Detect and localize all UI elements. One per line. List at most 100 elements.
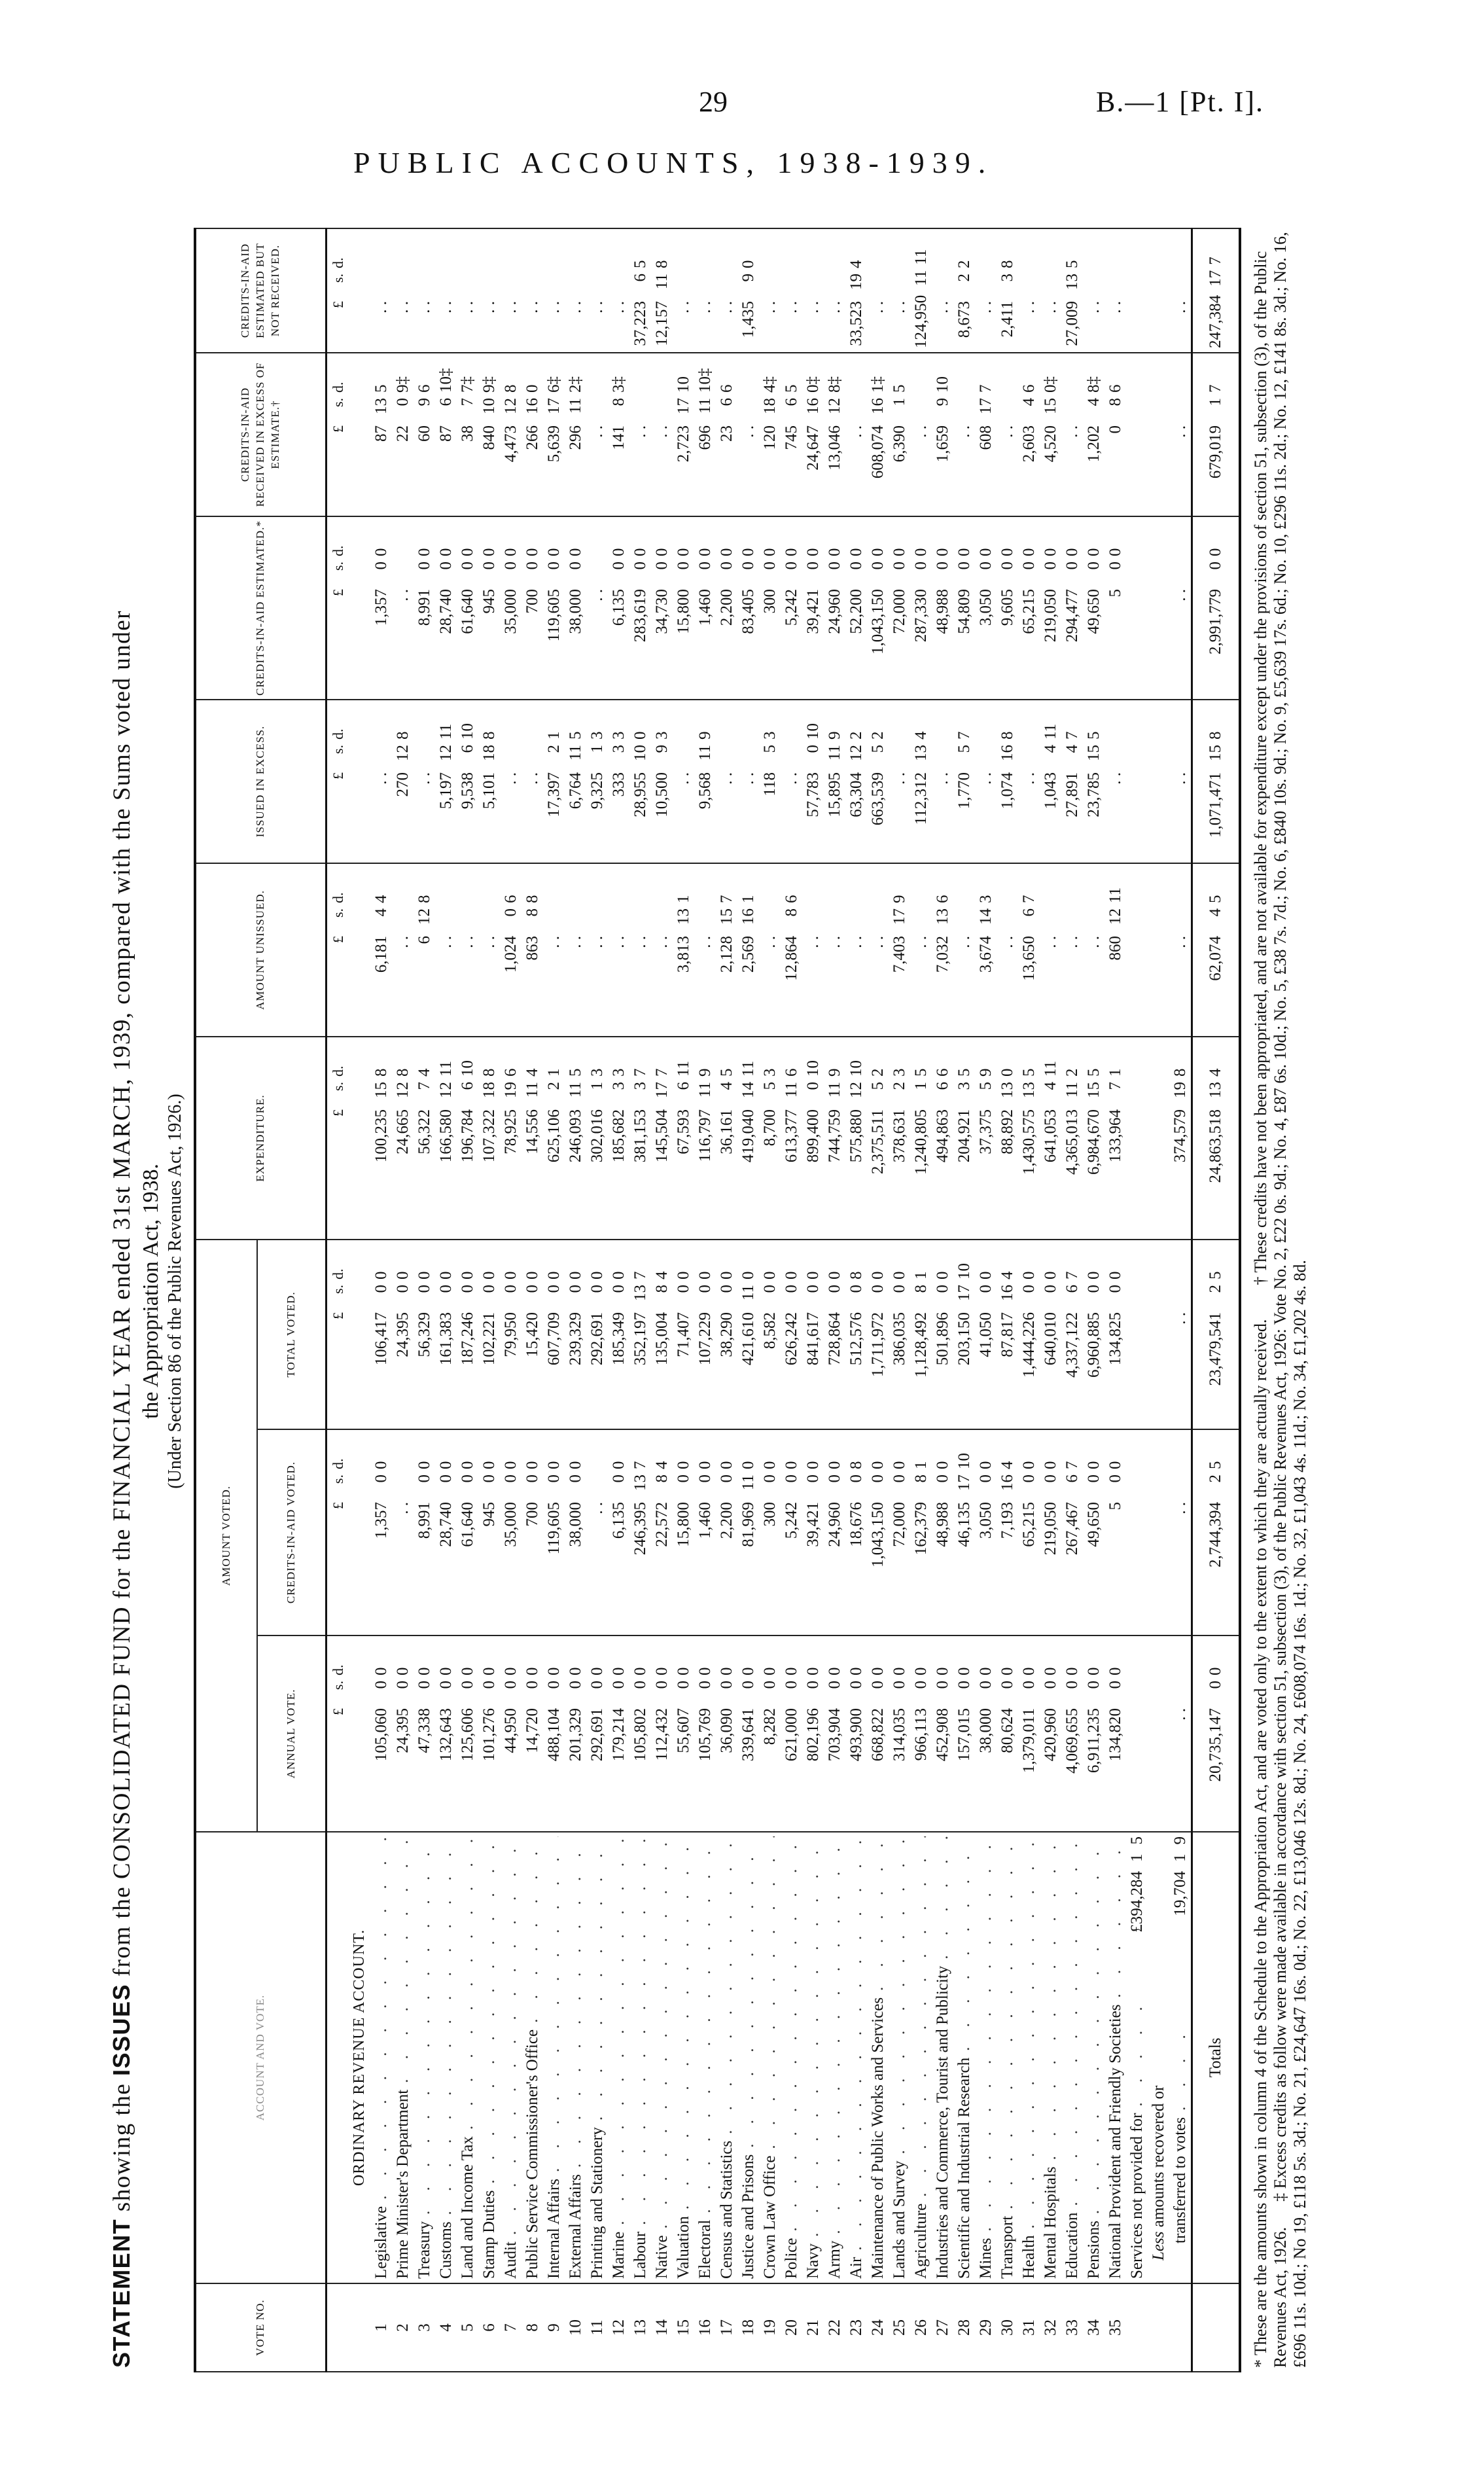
pounds: 81,969 bbox=[739, 1502, 757, 1547]
pounds: 5,242 bbox=[782, 588, 800, 626]
pence: 0 bbox=[415, 1667, 433, 1676]
annual-cell: 55,607 0 0 bbox=[672, 1635, 694, 1832]
pence: 9 bbox=[825, 731, 843, 740]
pounds: 626,242 bbox=[782, 1312, 800, 1366]
shillings: 10 bbox=[480, 397, 498, 414]
amount bbox=[997, 868, 1018, 1032]
amount: 4,520 15 0‡ bbox=[1040, 357, 1061, 512]
shillings bbox=[1104, 274, 1126, 301]
shillings: 0 bbox=[890, 561, 908, 570]
pence bbox=[1018, 704, 1040, 745]
recv-cell: 141 8 3‡ bbox=[607, 352, 629, 516]
amount bbox=[414, 233, 435, 348]
annual-cell: 966,113 0 0 bbox=[910, 1635, 932, 1832]
total-voted-cell: 2,744,394 2 5 bbox=[1192, 1429, 1240, 1635]
pounds: 966,113 bbox=[911, 1708, 930, 1761]
table-row: 21 Navy . . . . . . . . . . . . . . . . .… bbox=[802, 228, 824, 2372]
amount: 36,090 0 0 bbox=[716, 1640, 737, 1827]
empty-dots bbox=[673, 301, 694, 348]
amount: 9,325 1 3 bbox=[586, 704, 608, 859]
pence: 8 bbox=[415, 895, 433, 903]
amount bbox=[392, 1434, 414, 1631]
pence: 9‡ bbox=[393, 376, 412, 393]
account-label: Native bbox=[652, 2235, 671, 2279]
voted-cell: 162,379 8 1 bbox=[910, 1429, 932, 1635]
pounds: 700 bbox=[523, 1502, 541, 1527]
empty-dots bbox=[586, 425, 608, 512]
account-name: Industries and Commerce, Tourist and Pub… bbox=[932, 1836, 953, 2279]
amount: 2,128 15 7 bbox=[716, 868, 737, 1032]
page-title: PUBLIC ACCOUNTS, 1938-1939. bbox=[353, 146, 994, 179]
annual-cell: 38,000 0 0 bbox=[974, 1635, 997, 1832]
amount: 87,817 16 4 bbox=[997, 1244, 1018, 1425]
total-cell: 6,960,885 0 0 bbox=[1082, 1239, 1104, 1429]
amount: 28,740 0 0 bbox=[435, 1434, 457, 1631]
excess-cell bbox=[715, 699, 737, 863]
total-cell: 501,896 0 0 bbox=[931, 1239, 953, 1429]
account-name: Public Service Commissioner's Office . .… bbox=[521, 1836, 543, 2279]
shillings bbox=[997, 908, 1018, 936]
shillings: 0 bbox=[933, 561, 951, 570]
pence-sign: d. bbox=[329, 728, 346, 740]
pence: 5 bbox=[717, 1068, 735, 1077]
shillings: 0 bbox=[436, 1474, 455, 1483]
pence: 0 bbox=[782, 1461, 800, 1470]
vote-number: 32 bbox=[1039, 2283, 1061, 2372]
pounds: 36,090 bbox=[717, 1708, 735, 1753]
account-label: Stamp Duties bbox=[480, 2190, 498, 2279]
pounds: 2,723 bbox=[674, 425, 692, 463]
empty-dots bbox=[1061, 425, 1083, 512]
dot-leader: . . . . . . . . . . . . . . . . . . . . … bbox=[867, 1836, 889, 1997]
dot-leader: . . . . . . . . . . . . . . . . . . . . … bbox=[586, 1836, 608, 2127]
pence: 2‡ bbox=[566, 376, 584, 393]
pounds: 488,104 bbox=[544, 1708, 563, 1762]
recv-cell: 840 10 9‡ bbox=[478, 352, 500, 516]
vote-number: 4 bbox=[434, 2283, 457, 2372]
pence: 0 bbox=[696, 548, 714, 556]
shillings bbox=[845, 398, 867, 425]
pounds: 246,093 bbox=[566, 1109, 584, 1163]
recv-cell: 2,603 4 6 bbox=[1017, 352, 1040, 516]
amount: 621,000 0 0 bbox=[781, 1640, 802, 1827]
pounds: 23 bbox=[717, 425, 735, 442]
less-label: amounts recovered or bbox=[1149, 2085, 1167, 2228]
pence: 11 bbox=[436, 723, 455, 740]
pounds: 6,390 bbox=[890, 425, 908, 463]
shillings: 17 bbox=[955, 1284, 973, 1301]
pounds: 18,676 bbox=[847, 1502, 865, 1547]
shillings: 18 bbox=[760, 397, 779, 414]
amount: 157,015 0 0 bbox=[953, 1640, 975, 1827]
excess-cell bbox=[370, 699, 392, 863]
pence bbox=[651, 357, 673, 398]
est-cell: 2,200 0 0 bbox=[715, 516, 737, 700]
shillings: 0 bbox=[760, 1474, 779, 1483]
notrecv-cell bbox=[607, 228, 629, 353]
notrecv-cell bbox=[456, 228, 478, 353]
amount: 1,128,492 8 1 bbox=[910, 1244, 932, 1425]
amount: 187,246 0 0 bbox=[457, 1244, 478, 1425]
amount: 700 0 0 bbox=[521, 521, 543, 695]
unissued-cell bbox=[1061, 863, 1083, 1037]
shillings bbox=[457, 274, 478, 301]
shillings: 0 bbox=[1019, 1681, 1038, 1689]
amount: 79,950 0 0 bbox=[500, 1244, 521, 1425]
pounds: 118 bbox=[760, 772, 779, 796]
est-cell: 3,050 0 0 bbox=[974, 516, 997, 700]
shillings: 0 bbox=[458, 1681, 476, 1689]
pounds: 2,603 bbox=[1019, 425, 1038, 463]
dot-leader: . . . . . . . . . . . . . . . . . . . . … bbox=[674, 1836, 692, 2210]
pence: 0 bbox=[760, 1271, 779, 1279]
amount: 2,411 3 8 bbox=[997, 233, 1018, 348]
amount: 13,650 6 7 bbox=[1018, 868, 1040, 1032]
pence: 0 bbox=[1207, 1667, 1224, 1676]
amount bbox=[370, 233, 392, 348]
recv-cell: 608,074 16 1‡ bbox=[866, 352, 889, 516]
shillings: 3 bbox=[631, 1081, 649, 1090]
pence bbox=[1104, 233, 1126, 274]
pence: 0 bbox=[804, 1667, 822, 1676]
shillings: 5 bbox=[868, 1081, 887, 1090]
pence: 1 bbox=[544, 1068, 563, 1077]
pounds: 100,235 bbox=[372, 1109, 390, 1163]
shillings bbox=[781, 745, 802, 772]
